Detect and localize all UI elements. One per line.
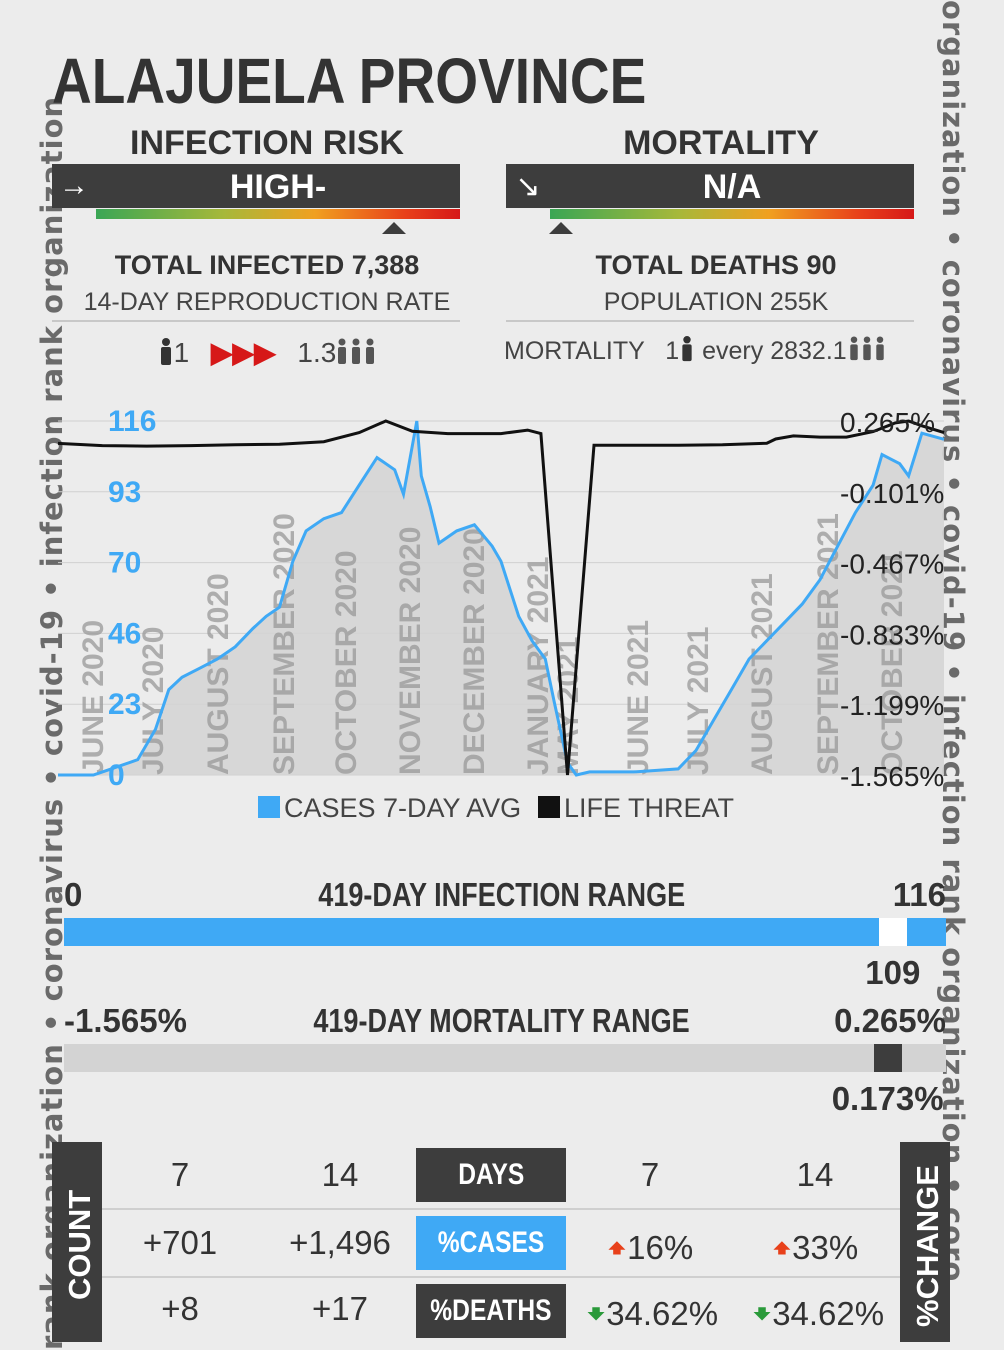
month-label: JANUARY 2021 — [522, 557, 555, 775]
cases-pct-7: 🠹16% — [606, 1229, 694, 1266]
legend-threat-swatch — [538, 796, 560, 818]
legend-cases-swatch — [258, 796, 280, 818]
infection-risk-level: HIGH- — [229, 168, 327, 206]
up-arrow-icon: 🠹 — [771, 1229, 793, 1266]
mortality-range-marker — [873, 1044, 902, 1072]
mortality-range-min: -1.565% — [64, 1002, 187, 1039]
cases-count-14: +1,496 — [289, 1224, 391, 1261]
month-label: JUNE 2021 — [622, 620, 655, 775]
days-label: DAYS — [416, 1148, 566, 1202]
infection-range-current: 109 — [865, 954, 921, 991]
infection-risk-bar: → HIGH- — [52, 164, 460, 208]
head-count-14: 14 — [321, 1156, 359, 1193]
people-group-icon — [849, 336, 884, 361]
infection-range-max: 116 — [892, 876, 946, 913]
infection-range-min: 0 — [64, 876, 83, 913]
right-axis-tick: -0.467% — [840, 549, 944, 580]
up-arrow-icon: 🠹 — [606, 1229, 628, 1266]
infection-risk-marker — [382, 222, 407, 234]
cases-label: %CASES — [416, 1216, 566, 1270]
total-infected: TOTAL INFECTED 7,388 — [114, 250, 420, 280]
cases-threat-chart: JUNE 2020 JULY 2020 AUGUST 2020 SEPTEMBER 2… — [57, 405, 945, 823]
person-icon — [682, 336, 692, 362]
month-label: JULY 2021 — [682, 627, 715, 775]
mortality-range-bar — [64, 1044, 946, 1072]
total-deaths: TOTAL DEATHS 90 — [595, 250, 837, 280]
left-axis-tick: 93 — [108, 476, 141, 509]
down-right-arrow-icon: ↘ — [515, 169, 541, 203]
mortality-level: N/A — [702, 168, 762, 206]
month-label: OCTOBER 2021 — [876, 550, 909, 775]
left-axis-tick: 46 — [108, 617, 141, 650]
right-axis-tick: -0.833% — [840, 619, 944, 650]
deaths-label: %DEATHS — [416, 1284, 566, 1338]
month-label: SEPTEMBER 2021 — [812, 513, 845, 775]
head-pct-7: 7 — [640, 1156, 660, 1193]
month-label: NOVEMBER 2020 — [394, 527, 427, 775]
mortality-marker — [548, 222, 573, 234]
deaths-pct-7: 🠻34.62% — [585, 1295, 719, 1332]
head-pct-14: 14 — [796, 1156, 834, 1193]
infection-risk-heading: INFECTION RISK — [130, 124, 404, 162]
deaths-pct-14: 🠻34.62% — [751, 1295, 885, 1332]
divider — [506, 320, 914, 322]
mortality-range-max: 0.265% — [834, 1002, 946, 1039]
cases-pct-14: 🠹33% — [771, 1229, 859, 1266]
triple-arrow-icon: ▶▶▶ — [211, 337, 276, 368]
cases-count-7: +701 — [142, 1224, 218, 1261]
left-axis-tick: 0 — [108, 759, 125, 792]
month-label: AUGUST 2020 — [202, 573, 235, 775]
person-icon — [160, 338, 171, 365]
count-label: COUNT — [52, 1142, 102, 1342]
mortality-range-current: 0.173% — [831, 1080, 944, 1117]
right-axis-tick: -1.199% — [840, 690, 944, 721]
reproduction-rate-label: 14-DAY REPRODUCTION RATE — [83, 288, 451, 316]
population: POPULATION 255K — [603, 288, 829, 316]
right-axis-tick: 0.265% — [840, 407, 935, 438]
month-label: AUGUST 2021 — [746, 573, 779, 775]
month-label: JUNE 2020 — [77, 620, 110, 775]
infection-range-heading: 419-DAY INFECTION RANGE — [318, 876, 686, 913]
right-arrow-icon: → — [59, 169, 89, 202]
head-count-7: 7 — [170, 1156, 190, 1193]
life-threat-line — [57, 419, 945, 776]
left-axis-tick: 70 — [108, 547, 141, 580]
chart-legend: CASES 7-DAY AVG LIFE THREAT — [258, 793, 734, 823]
divider — [52, 320, 460, 322]
right-axis-tick: -1.565% — [840, 761, 944, 792]
right-axis-tick: -0.101% — [840, 478, 944, 509]
mortality-bar: ↘ N/A — [506, 164, 914, 208]
reproduction-rate: 1 ▶▶▶ 1.3 — [52, 336, 482, 369]
row-divider — [102, 1276, 900, 1278]
legend-threat-label: LIFE THREAT — [564, 793, 734, 823]
mortality-range-heading: 419-DAY MORTALITY RANGE — [313, 1002, 691, 1039]
down-arrow-icon: 🠻 — [751, 1295, 773, 1332]
cases-line — [58, 420, 945, 777]
mortality-ratio: MORTALITY 1 every 2832.1 — [504, 336, 904, 366]
cases-area-fill — [58, 421, 944, 775]
mortality-heading: MORTALITY — [623, 124, 819, 162]
infection-range-bar — [64, 918, 946, 946]
legend-cases-label: CASES 7-DAY AVG — [284, 793, 521, 823]
infection-range-marker — [878, 918, 907, 946]
mortality-gradient — [550, 209, 914, 219]
month-label: OCTOBER 2020 — [330, 550, 363, 775]
left-axis-tick: 116 — [108, 405, 156, 438]
page-title: ALAJUELA PROVINCE — [52, 45, 647, 117]
month-label: DECEMBER 2020 — [458, 528, 491, 775]
row-divider — [102, 1208, 900, 1210]
down-arrow-icon: 🠻 — [585, 1295, 607, 1332]
change-label: %CHANGE — [900, 1142, 950, 1342]
deaths-count-14: +17 — [312, 1290, 368, 1327]
infection-risk-gradient — [96, 209, 460, 219]
left-axis-tick: 23 — [108, 688, 141, 721]
deaths-count-7: +8 — [161, 1290, 199, 1327]
people-group-icon — [338, 338, 375, 364]
